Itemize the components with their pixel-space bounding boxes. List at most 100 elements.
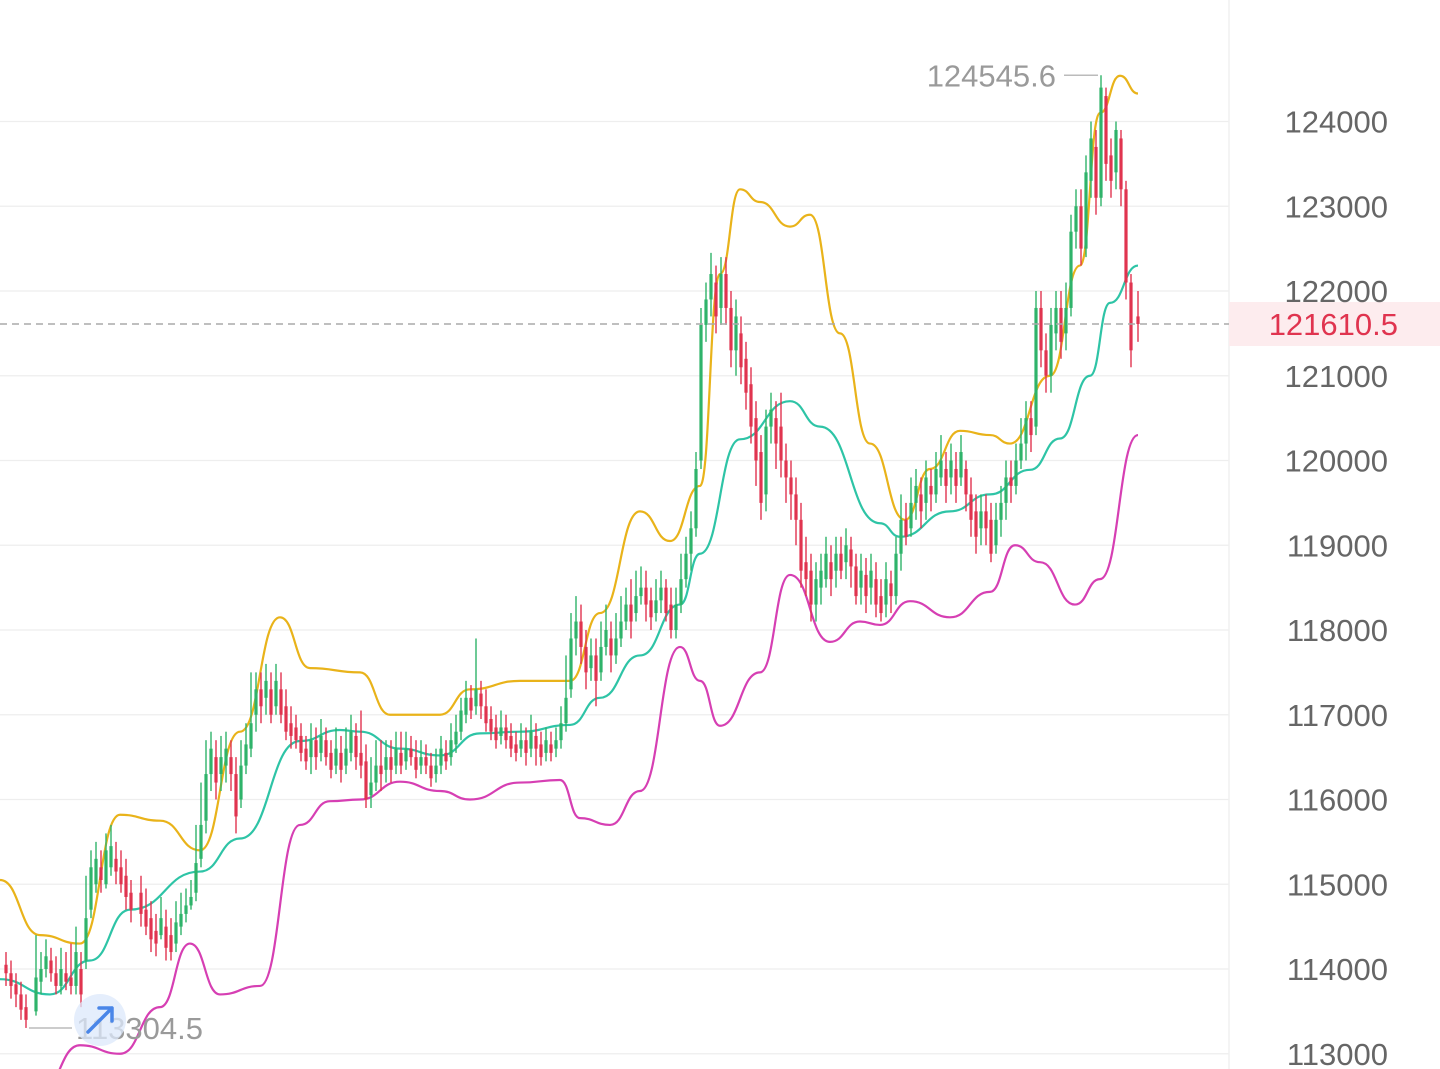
candle-body — [1024, 418, 1028, 444]
candle — [1079, 189, 1083, 266]
y-tick-label: 114000 — [1287, 952, 1388, 987]
candle-body — [669, 604, 673, 630]
candle-body — [49, 960, 53, 974]
candle-body — [489, 718, 493, 732]
candle-body — [994, 519, 998, 546]
candle-body — [979, 511, 983, 529]
candle-body — [264, 680, 268, 698]
candlesticks — [4, 75, 1140, 1028]
candle — [304, 735, 308, 770]
candle — [274, 663, 278, 715]
candle — [1114, 121, 1118, 190]
candle-body — [1129, 282, 1133, 351]
candle — [99, 850, 103, 893]
candle-body — [179, 913, 183, 927]
candle — [879, 579, 883, 622]
candle-body — [1014, 460, 1018, 486]
candle — [719, 257, 723, 325]
candle-body — [299, 735, 303, 753]
candle-body — [524, 740, 528, 753]
candle — [1109, 138, 1113, 198]
candle-body — [1049, 324, 1053, 376]
candle-body — [1099, 87, 1103, 198]
candle-body — [844, 545, 848, 563]
candle — [259, 672, 263, 724]
candle-body — [234, 774, 238, 817]
candle-body — [109, 846, 113, 868]
candle — [534, 723, 538, 766]
candle-body — [139, 892, 143, 914]
candle — [264, 663, 268, 715]
candle — [174, 901, 178, 953]
candle — [429, 752, 433, 787]
candle — [1019, 418, 1023, 469]
candle-body — [324, 740, 328, 758]
candle — [934, 452, 938, 503]
candle — [774, 401, 778, 469]
candle-body — [659, 587, 663, 601]
candle-body — [204, 774, 208, 821]
candle — [224, 731, 228, 783]
candle — [509, 723, 513, 758]
y-tick-label: 116000 — [1287, 783, 1388, 818]
candle-body — [774, 418, 778, 444]
candle-body — [649, 600, 653, 618]
middle-band-line — [0, 264, 1139, 996]
candle-body — [1029, 418, 1033, 436]
candle-body — [539, 744, 543, 758]
max-price-marker: 124545.6 — [927, 58, 1098, 93]
candle — [254, 672, 258, 732]
candle — [864, 557, 868, 614]
candle — [189, 880, 193, 910]
candle — [969, 477, 973, 537]
candle-body — [89, 867, 93, 910]
candle-body — [284, 706, 288, 732]
candle-body — [184, 905, 188, 914]
candle — [609, 621, 613, 673]
candle-body — [1089, 138, 1093, 181]
candle-body — [754, 418, 758, 461]
candle — [674, 587, 678, 639]
candle-body — [339, 752, 343, 770]
candle-body — [924, 477, 928, 503]
candle-body — [244, 744, 248, 766]
candle-body — [34, 977, 38, 1012]
candle-body — [589, 655, 593, 669]
candle-body — [329, 752, 333, 770]
candle-body — [634, 596, 638, 614]
floating-action-button[interactable] — [74, 994, 126, 1046]
candle-body — [249, 723, 253, 749]
candle-body — [829, 562, 833, 580]
candle — [554, 727, 558, 758]
candle-body — [374, 765, 378, 783]
candle — [634, 570, 638, 622]
y-axis-ticks: 124000 123000 122000 121000 120000 119000 1180… — [1285, 105, 1388, 1069]
candle — [899, 494, 903, 571]
candle-body — [764, 426, 768, 495]
candle — [114, 841, 118, 885]
candle — [814, 562, 818, 622]
candle — [514, 731, 518, 762]
candle-body — [209, 748, 213, 775]
candle — [984, 494, 988, 546]
candle — [629, 579, 633, 639]
candle — [764, 409, 768, 512]
candle-body — [439, 748, 443, 766]
candle-body — [814, 579, 818, 605]
candle-body — [714, 282, 718, 317]
candle-body — [944, 468, 948, 486]
candle-body — [164, 926, 168, 948]
candle — [339, 735, 343, 783]
candle — [579, 604, 583, 664]
candle-body — [799, 519, 803, 571]
candle — [204, 740, 208, 834]
candle — [1089, 121, 1093, 198]
candle-body — [1109, 155, 1113, 181]
candle-body — [424, 757, 428, 766]
candle-body — [224, 748, 228, 766]
candle — [229, 740, 233, 792]
candle — [459, 697, 463, 741]
candle-body — [869, 570, 873, 588]
candle — [829, 545, 833, 597]
